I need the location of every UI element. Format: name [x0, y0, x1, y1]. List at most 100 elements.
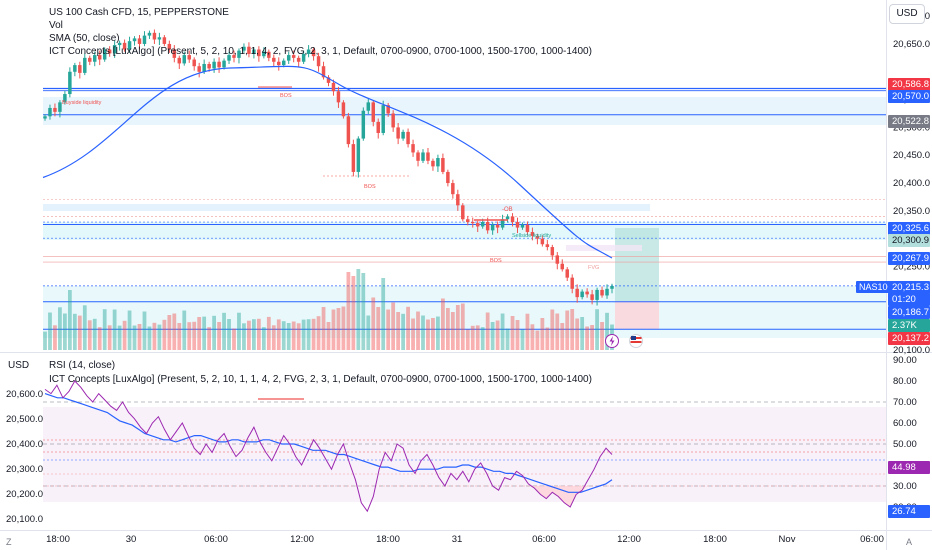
volume-bar	[346, 272, 351, 350]
candle-body	[202, 63, 206, 72]
candle-body	[277, 61, 281, 66]
volume-bar	[87, 320, 92, 350]
time-tick-label: 31	[452, 534, 463, 545]
candle-body	[58, 102, 62, 112]
candle-body	[326, 77, 331, 83]
lightning-icon[interactable]	[605, 334, 619, 348]
long-position-stop	[615, 301, 659, 329]
candle-body	[83, 57, 87, 73]
candle-body	[301, 53, 306, 62]
candle-body	[411, 144, 415, 153]
price-tick-label: 20,450.0	[893, 150, 930, 161]
candle-body	[555, 255, 560, 264]
candle-body	[177, 57, 182, 64]
volume-bar	[291, 321, 296, 350]
time-tick-label: 06:00	[532, 534, 556, 545]
time-tick-label: Nov	[779, 534, 796, 545]
candle-body	[242, 46, 246, 51]
price-tick-label: 20,650.0	[893, 39, 930, 50]
candle-body	[291, 55, 296, 58]
volume-bar	[43, 331, 47, 350]
candle-body	[461, 205, 465, 220]
volume-bar	[252, 319, 256, 350]
price-tag: 20,300.9	[888, 234, 930, 247]
candle-body	[436, 158, 440, 167]
volume-bar	[266, 316, 271, 350]
sellside-liquidity-zone	[43, 222, 886, 240]
volume-bar	[401, 313, 405, 350]
last-price-tag: 20,215.3	[888, 281, 930, 294]
volume-bar	[197, 317, 202, 350]
price-tag: 20,186.7	[888, 306, 930, 319]
volume-bar	[276, 319, 281, 350]
volume-bars	[43, 269, 614, 350]
time-tick-label: 06:00	[860, 534, 884, 545]
volume-bar	[321, 307, 326, 350]
candle-body	[272, 57, 276, 62]
rsi-tick-label: 70.00	[893, 397, 917, 408]
zoom-toggle[interactable]: Z	[6, 537, 12, 547]
candle-body	[396, 127, 400, 139]
candle-body	[172, 49, 177, 58]
time-axis-ticks: 18:00 30 06:00 12:00 18:00 31 06:00 12:00 18:00 N…	[46, 534, 884, 545]
candle-body	[97, 55, 102, 60]
annotation-label: BOS	[490, 258, 502, 264]
volume-bar	[570, 309, 575, 350]
volume-bar	[142, 311, 147, 350]
candle-body	[495, 224, 500, 228]
volume-bar	[212, 315, 216, 350]
candle-body	[485, 222, 490, 231]
candle-body	[391, 113, 395, 128]
candle-body	[431, 160, 435, 167]
volume-bar	[475, 325, 480, 350]
candle-body	[152, 32, 157, 40]
candle-body	[456, 194, 460, 206]
countdown-tag: 01:20	[888, 293, 930, 306]
candle-body	[346, 116, 351, 145]
volume-bar	[460, 303, 465, 350]
candle-body	[480, 222, 485, 227]
volume-bar	[162, 319, 167, 350]
candle-body	[475, 223, 480, 227]
candle-body	[296, 57, 301, 62]
annotation-label: -OB	[502, 207, 513, 213]
candle-body	[311, 49, 316, 57]
candle-body	[227, 55, 231, 61]
time-tick-label: 18:00	[703, 534, 727, 545]
volume-bar	[336, 308, 341, 350]
volume-bar	[107, 325, 112, 350]
rsi-ma-line	[44, 393, 613, 493]
candle-body	[127, 41, 132, 50]
candle-body	[92, 55, 97, 62]
rsi-ma-value-tag: 26.74	[888, 505, 930, 518]
volume-bar	[431, 318, 435, 350]
volume-bar	[222, 312, 226, 350]
candle-body	[212, 61, 216, 69]
candle-body	[182, 55, 187, 64]
candle-body	[192, 59, 196, 67]
candle-body	[88, 57, 92, 62]
ict-annotations: Buyside liquidity BOS -OB Sellside liquidit…	[62, 86, 599, 271]
candle-body	[570, 277, 574, 289]
candle-body	[281, 60, 286, 66]
rsi-band	[43, 407, 886, 502]
fvg-zone-upper	[43, 204, 650, 211]
candle-body	[441, 158, 445, 172]
candle-body	[376, 121, 380, 133]
auto-scale-toggle[interactable]: A	[906, 537, 913, 547]
volume-bar	[157, 324, 162, 350]
buyside-liquidity-zone	[43, 97, 886, 125]
volume-bar	[505, 328, 510, 350]
volume-bar	[281, 321, 286, 350]
ict-legend-lower: ICT Concepts [LuxAlgo] (Present, 5, 2, 1…	[49, 374, 592, 385]
price-tag: 20,586.8	[888, 78, 930, 91]
volume-bar	[545, 327, 550, 350]
volume-bar	[331, 309, 336, 350]
us-flag-icon[interactable]	[629, 334, 643, 348]
currency-button[interactable]: USD	[889, 4, 925, 24]
volume-bar	[286, 323, 291, 350]
candle-body	[286, 55, 291, 61]
candle-body	[63, 94, 67, 103]
volume-bar	[172, 313, 177, 350]
